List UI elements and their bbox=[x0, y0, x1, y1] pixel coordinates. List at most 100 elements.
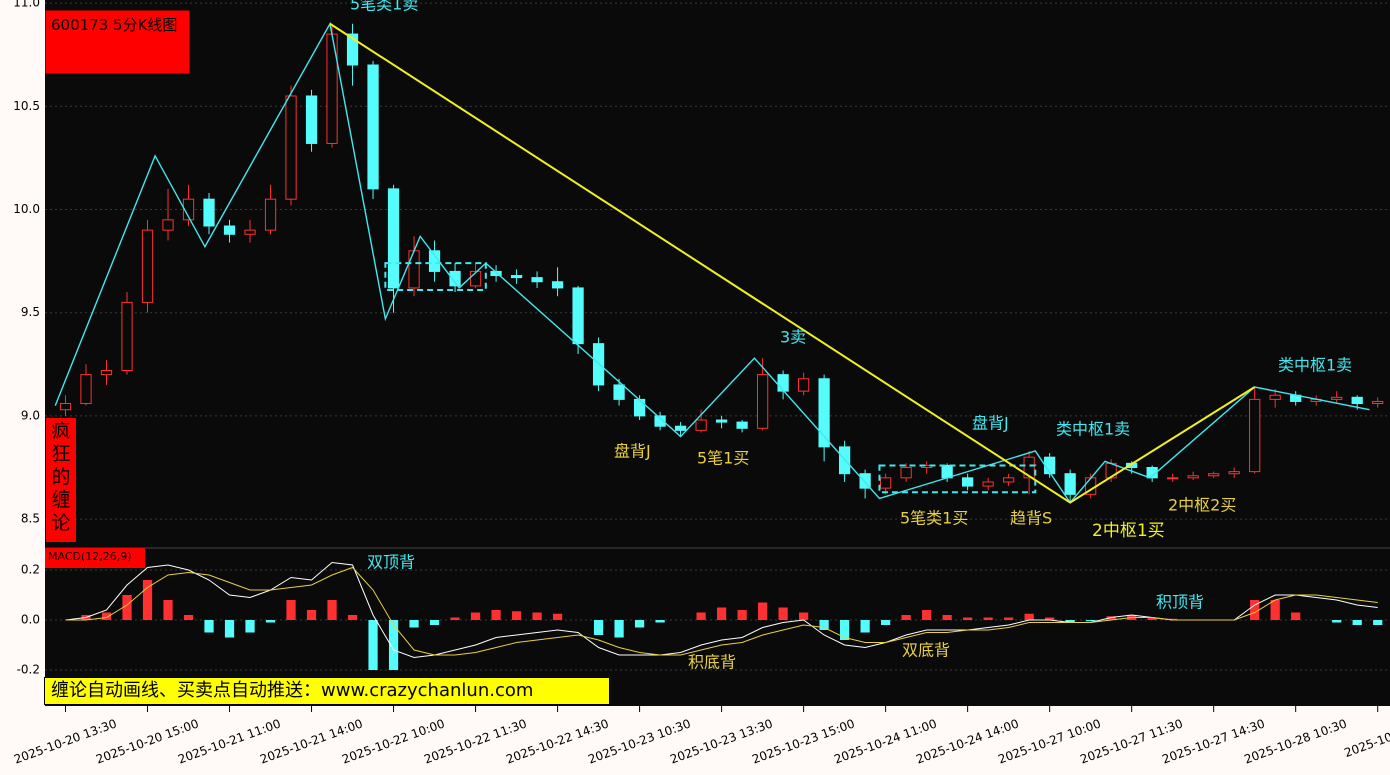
macd-bar bbox=[1168, 618, 1178, 620]
y-tick-label: 0.2 bbox=[21, 563, 40, 577]
candle-body bbox=[879, 477, 892, 489]
candle-body bbox=[1372, 400, 1384, 405]
candle-body bbox=[531, 277, 543, 283]
candle-body bbox=[572, 287, 584, 345]
macd-bar bbox=[142, 580, 153, 620]
macd-bar bbox=[963, 617, 973, 620]
macd-bar bbox=[286, 600, 296, 620]
macd-bar bbox=[716, 607, 727, 620]
annotation: 3卖 bbox=[780, 328, 806, 347]
macd-bar bbox=[1004, 617, 1014, 620]
macd-bar bbox=[881, 620, 891, 625]
candle-body bbox=[859, 473, 871, 489]
macd-line bbox=[65, 566, 1378, 656]
macd-bar bbox=[532, 612, 542, 620]
candle-body bbox=[59, 403, 72, 411]
y-tick-label: 10.5 bbox=[13, 99, 40, 113]
macd-bar bbox=[1086, 620, 1096, 622]
annotation: 5笔类1买 bbox=[900, 509, 968, 528]
candle-body bbox=[695, 419, 707, 431]
macd-plot bbox=[45, 561, 1390, 671]
candle-body bbox=[121, 301, 133, 371]
candle-body bbox=[818, 378, 830, 448]
candle-body bbox=[921, 464, 933, 469]
candle-body bbox=[1146, 467, 1158, 479]
stroke-line bbox=[54, 21, 1370, 504]
candle-body bbox=[285, 95, 297, 200]
macd-bar bbox=[757, 602, 768, 620]
annotation: 趋背S bbox=[1010, 509, 1052, 528]
candle-body bbox=[962, 477, 974, 487]
candle-body bbox=[162, 219, 174, 231]
macd-bar bbox=[840, 620, 850, 640]
macd-bar bbox=[224, 620, 235, 638]
macd-bar bbox=[122, 595, 132, 620]
macd-bar bbox=[245, 620, 255, 633]
pivot-box bbox=[384, 262, 487, 291]
annotation: 积顶背 bbox=[1156, 593, 1204, 612]
macd-bar bbox=[163, 600, 173, 620]
candle-body bbox=[674, 425, 687, 431]
macd-bar bbox=[778, 607, 788, 620]
candle-body bbox=[1208, 473, 1220, 477]
annotation: 2中枢2买 bbox=[1168, 496, 1236, 515]
candle-body bbox=[387, 188, 400, 289]
macd-bar bbox=[819, 620, 829, 630]
macd-bar bbox=[737, 610, 747, 620]
candle-body bbox=[1331, 396, 1343, 400]
macd-bar bbox=[368, 620, 378, 670]
macd-bar bbox=[922, 610, 932, 620]
macd-bar bbox=[593, 620, 604, 635]
candle-body bbox=[982, 481, 994, 487]
macd-bar bbox=[388, 620, 399, 670]
macd-bar bbox=[491, 610, 501, 620]
macd-bar bbox=[470, 612, 481, 620]
annotation: 5笔1买 bbox=[697, 449, 749, 468]
macd-bar bbox=[1147, 617, 1157, 620]
candle-body bbox=[100, 369, 113, 376]
candle-body bbox=[449, 270, 461, 287]
macd-bar bbox=[1373, 620, 1383, 625]
candle-body bbox=[1064, 473, 1076, 495]
x-tick-label: 2025-10-28 bbox=[1342, 723, 1390, 760]
banner: 缠论自动画线、买卖点自动推送：www.crazychanlun.com bbox=[44, 677, 610, 705]
macd-bar bbox=[1024, 613, 1034, 620]
macd-bar bbox=[798, 612, 809, 620]
candle-body bbox=[1187, 475, 1199, 479]
candle-body bbox=[715, 419, 728, 423]
annotation: 双底背 bbox=[902, 641, 950, 660]
annotation: 5笔类1卖 bbox=[350, 0, 418, 14]
candle-body bbox=[367, 64, 379, 190]
macd-bar bbox=[983, 617, 993, 620]
annotation: 2中枢1买 bbox=[1092, 521, 1165, 541]
candle-body bbox=[736, 421, 748, 429]
annotation: 积底背 bbox=[688, 653, 736, 672]
candle-body bbox=[613, 384, 625, 400]
macd-bar bbox=[265, 620, 276, 623]
side-label: 疯狂的缠论 bbox=[46, 418, 76, 542]
macd-bar bbox=[1270, 600, 1280, 620]
candle-body bbox=[1249, 398, 1261, 473]
candle-body bbox=[900, 467, 912, 479]
candle-body bbox=[1351, 396, 1363, 405]
macd-bar bbox=[347, 615, 358, 620]
candle-body bbox=[203, 198, 215, 227]
candle-body bbox=[305, 95, 318, 144]
candle-body bbox=[182, 198, 195, 221]
annotation: 类中枢1卖 bbox=[1056, 420, 1130, 439]
segment-line bbox=[329, 22, 1256, 504]
candle-body bbox=[141, 229, 154, 303]
pivot-box bbox=[878, 464, 1037, 494]
candle-body bbox=[551, 281, 564, 289]
candle-body bbox=[510, 275, 523, 279]
macd-bar bbox=[409, 620, 419, 628]
macd-bar bbox=[634, 620, 645, 628]
candle-body bbox=[941, 464, 953, 479]
y-tick-label: 9.0 bbox=[21, 408, 40, 422]
macd-title: MACD(12,26,9) bbox=[45, 548, 145, 568]
candle-body bbox=[633, 398, 646, 417]
macd-bar bbox=[511, 611, 522, 620]
candle-body bbox=[223, 225, 236, 235]
annotation: 盘背J bbox=[614, 442, 651, 461]
